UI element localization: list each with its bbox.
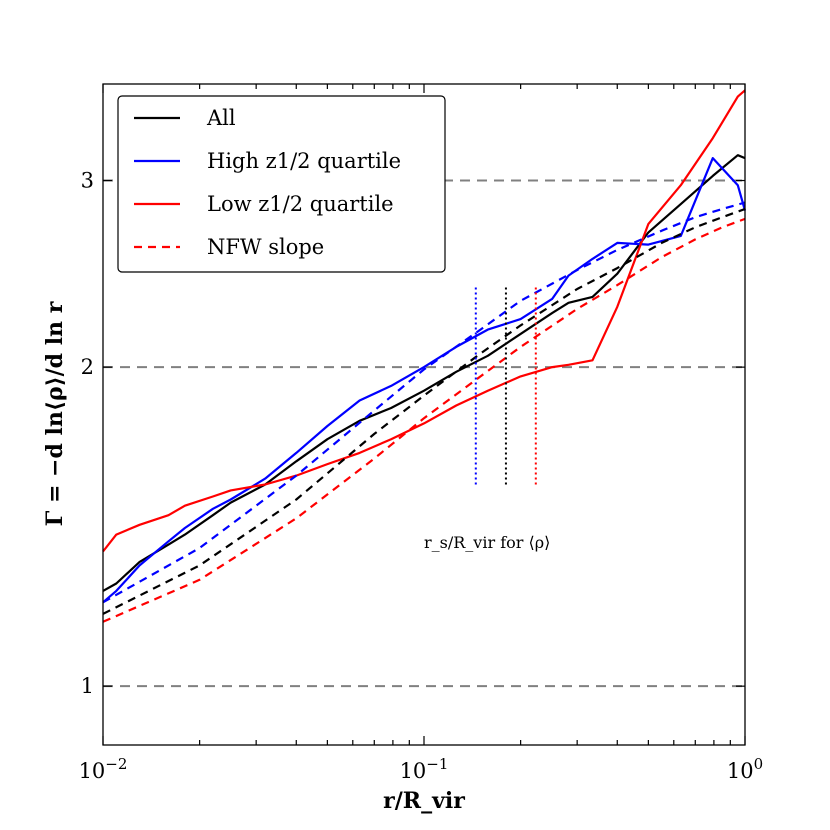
axis-ticks	[102, 84, 746, 745]
series-group	[102, 89, 747, 623]
series-line-5	[102, 217, 746, 623]
annotation: r_s/R_vir for ⟨ρ⟩	[424, 533, 550, 552]
x-tick-base: 10	[79, 759, 106, 783]
y-tick-label-2: 3	[81, 169, 94, 193]
legend-label-all: All	[206, 106, 236, 130]
x-tick-exp: 0	[754, 755, 764, 773]
series-line-4	[102, 207, 746, 615]
series-line-0	[102, 154, 746, 592]
x-tick-labels: 10−2 10−1 100	[79, 755, 764, 783]
legend-label-low: Low z1/2 quartile	[207, 192, 394, 216]
x-tick-label-1: 10−1	[400, 755, 449, 783]
x-tick-label-2: 100	[727, 755, 763, 783]
series-line-2	[102, 89, 746, 553]
x-tick-label-0: 10−2	[79, 755, 128, 783]
x-tick-exp: −2	[105, 755, 127, 773]
x-tick-base: 10	[727, 759, 754, 783]
x-tick-exp: −1	[426, 755, 448, 773]
annotation-label: r_s/R_vir for ⟨ρ⟩	[424, 533, 550, 552]
legend-entries: All High z1/2 quartile Low z1/2 quartile NF…	[134, 106, 401, 259]
y-axis-label: Γ = −d ln⟨ρ⟩/d ln r	[42, 301, 68, 526]
legend-label-high: High z1/2 quartile	[207, 149, 401, 173]
series-line-3	[102, 201, 746, 604]
x-tick-base: 10	[400, 759, 427, 783]
y-tick-label-1: 2	[81, 355, 94, 379]
y-tick-label-0: 1	[81, 674, 94, 698]
series-line-1	[102, 157, 747, 604]
scale-radius-markers	[474, 285, 537, 485]
legend-label-nfw: NFW slope	[207, 235, 324, 259]
y-tick-labels: 1 2 3	[81, 169, 94, 699]
legend-box	[117, 95, 446, 273]
x-axis-label: r/R_vir	[383, 788, 465, 814]
legend: All High z1/2 quartile Low z1/2 quartile NF…	[117, 95, 446, 273]
annotation-text: r_s/R_vir for ⟨ρ⟩	[424, 533, 550, 552]
